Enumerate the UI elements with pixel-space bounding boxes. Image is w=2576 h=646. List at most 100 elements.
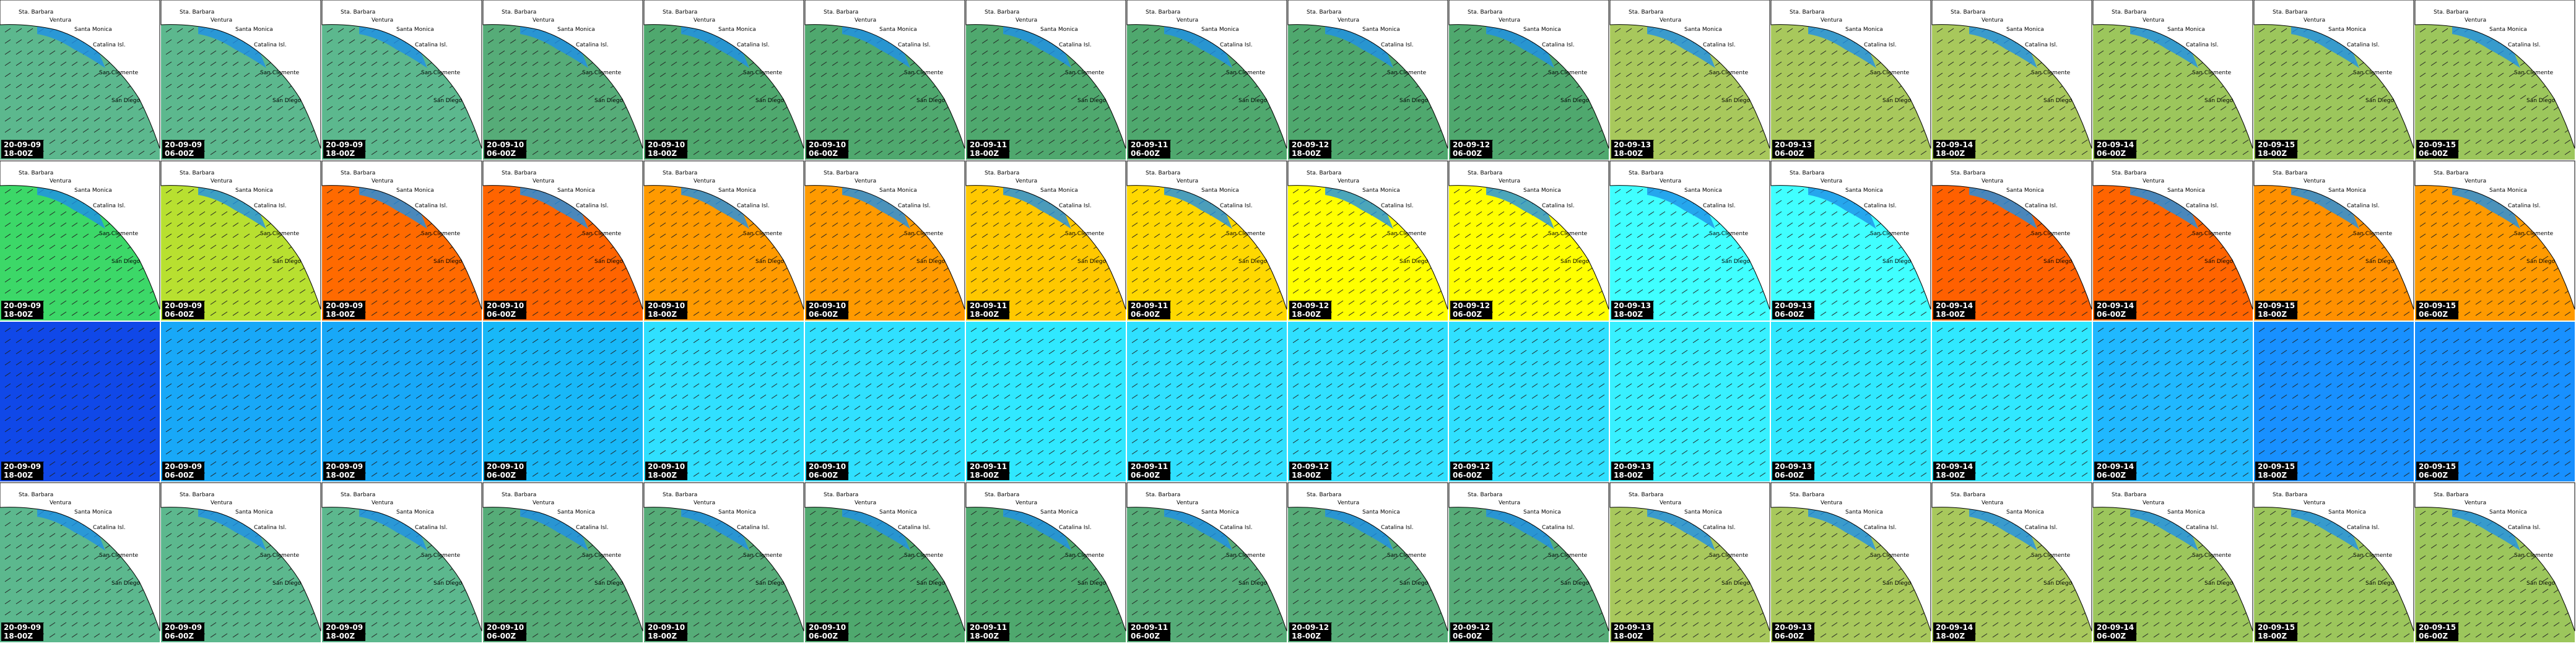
wind-arrow: [981, 84, 988, 88]
wind-arrow: [82, 61, 89, 66]
wind-arrow: [427, 150, 433, 155]
wind-arrow: [648, 84, 655, 88]
wind-arrow: [899, 139, 905, 144]
wind-arrow: [1071, 139, 1077, 144]
place-label: San Diego: [272, 98, 301, 104]
wind-arrow: [760, 128, 767, 133]
place-label: Ventura: [2465, 17, 2486, 24]
wind-arrow: [427, 117, 433, 122]
wind-arrow: [1048, 139, 1055, 144]
wind-arrow: [349, 28, 355, 33]
wind-arrow: [176, 95, 183, 100]
wind-arrow: [498, 117, 505, 122]
place-label: Santa Monica: [1845, 27, 1883, 33]
wind-arrow: [165, 72, 172, 77]
wind-arrow: [1026, 84, 1033, 88]
wind-arrow: [932, 139, 939, 144]
wind-arrow: [921, 95, 928, 100]
wind-arrow: [921, 128, 928, 133]
wind-arrow: [1015, 39, 1022, 44]
wind-arrow: [887, 61, 894, 66]
wind-arrow: [760, 150, 767, 155]
wind-arrow: [487, 128, 494, 133]
place-label: Catalina Isl.: [93, 203, 126, 209]
place-label: Ventura: [1016, 178, 1037, 184]
wind-arrow: [221, 150, 228, 155]
wind-arrow: [105, 95, 111, 100]
wind-arrow: [371, 150, 378, 155]
wind-arrow: [832, 128, 838, 133]
wind-arrow: [210, 50, 217, 55]
wind-arrow: [1104, 117, 1111, 122]
wind-arrow: [449, 128, 456, 133]
wind-arrow: [188, 95, 194, 100]
wind-arrow: [116, 117, 123, 122]
wind-arrow: [970, 72, 977, 77]
wind-arrow: [782, 117, 789, 122]
wind-arrow: [27, 95, 33, 100]
wind-arrow: [865, 61, 872, 66]
wind-arrow: [659, 50, 666, 55]
wind-arrow: [4, 50, 11, 55]
frame-date: 20-09-10: [809, 140, 846, 149]
wind-arrow: [832, 28, 838, 33]
wind-arrow: [288, 117, 295, 122]
wind-arrow: [27, 106, 33, 111]
place-label: San Diego: [1077, 259, 1106, 265]
place-label: San Diego: [2365, 98, 2394, 104]
wind-arrow: [577, 106, 583, 111]
wind-arrow: [981, 128, 988, 133]
wind-arrow: [15, 128, 22, 133]
wind-arrow: [854, 117, 861, 122]
wind-arrow: [554, 72, 561, 77]
place-label: Catalina Isl.: [254, 203, 287, 209]
wind-arrow: [255, 95, 261, 100]
wind-arrow: [887, 128, 894, 133]
wind-arrow: [543, 128, 550, 133]
wind-arrow: [176, 117, 183, 122]
frame-time: 06-00Z: [165, 149, 194, 158]
wind-arrow: [970, 61, 977, 66]
wind-arrow: [932, 150, 939, 155]
wind-arrow: [360, 117, 367, 122]
wind-arrow: [371, 128, 378, 133]
wind-arrow: [498, 106, 505, 111]
wind-arrow: [94, 128, 100, 133]
wind-arrow: [255, 84, 261, 88]
wind-arrow: [1082, 95, 1089, 100]
wind-arrow: [15, 106, 22, 111]
wind-arrow: [360, 50, 367, 55]
wind-arrow: [382, 50, 389, 55]
stamp-box: [484, 140, 526, 158]
wind-arrow: [176, 128, 183, 133]
wind-arrow: [599, 106, 606, 111]
place-label: Santa Monica: [1362, 27, 1400, 33]
wind-arrow: [659, 28, 666, 33]
wind-arrow: [176, 72, 183, 77]
wind-arrow: [349, 106, 355, 111]
wind-arrow: [1093, 128, 1100, 133]
frame-time: 06-00Z: [2097, 149, 2126, 158]
wind-arrow: [165, 117, 172, 122]
wind-arrow: [621, 117, 628, 122]
wind-arrow: [648, 39, 655, 44]
wind-arrow: [1004, 117, 1011, 122]
wind-arrow: [832, 72, 838, 77]
frame-date: 20-09-09: [4, 140, 41, 149]
wind-arrow: [4, 106, 11, 111]
wind-arrow: [38, 106, 45, 111]
wind-arrow: [854, 95, 861, 100]
wind-arrow: [15, 117, 22, 122]
wind-arrow: [487, 84, 494, 88]
wind-arrow: [49, 95, 56, 100]
wind-arrow: [588, 95, 594, 100]
wind-arrow: [1115, 139, 1122, 144]
wind-arrow: [393, 117, 400, 122]
frame-time: 06-00Z: [487, 149, 516, 158]
wind-arrow: [659, 61, 666, 66]
wind-arrow: [310, 139, 317, 144]
place-label: Ventura: [50, 17, 71, 24]
wind-arrow: [1082, 150, 1089, 155]
wind-arrow: [820, 72, 827, 77]
